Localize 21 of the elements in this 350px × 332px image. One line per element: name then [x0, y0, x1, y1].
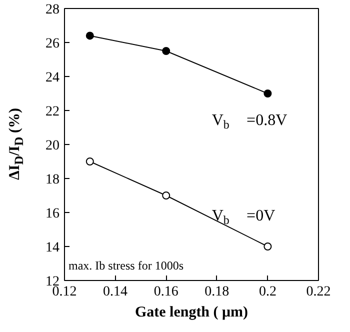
y-tick-label: 24	[46, 70, 60, 86]
point	[162, 47, 170, 55]
x-tick-label: 0.16	[154, 284, 178, 300]
point	[162, 192, 170, 200]
y-tick-label: 14	[46, 240, 60, 256]
x-tick-label: 0.2	[258, 284, 276, 300]
point	[86, 32, 94, 40]
y-tick-label: 16	[46, 206, 60, 222]
x-tick-label: 0.14	[103, 284, 128, 300]
y-tick-label: 20	[46, 138, 60, 154]
point	[86, 158, 94, 166]
y-tick-label: 28	[46, 2, 60, 18]
y-tick-label: 22	[46, 104, 60, 120]
x-tick-label: 0.22	[306, 284, 331, 300]
y-tick-label: 18	[46, 172, 60, 188]
y-tick-label: 26	[46, 36, 60, 52]
annotation: max. Ib stress for 1000s	[68, 258, 184, 272]
point	[264, 242, 272, 250]
x-tick-label: 0.18	[204, 284, 230, 300]
x-axis-title: Gate length ( μm)	[134, 304, 248, 320]
point	[264, 90, 272, 98]
